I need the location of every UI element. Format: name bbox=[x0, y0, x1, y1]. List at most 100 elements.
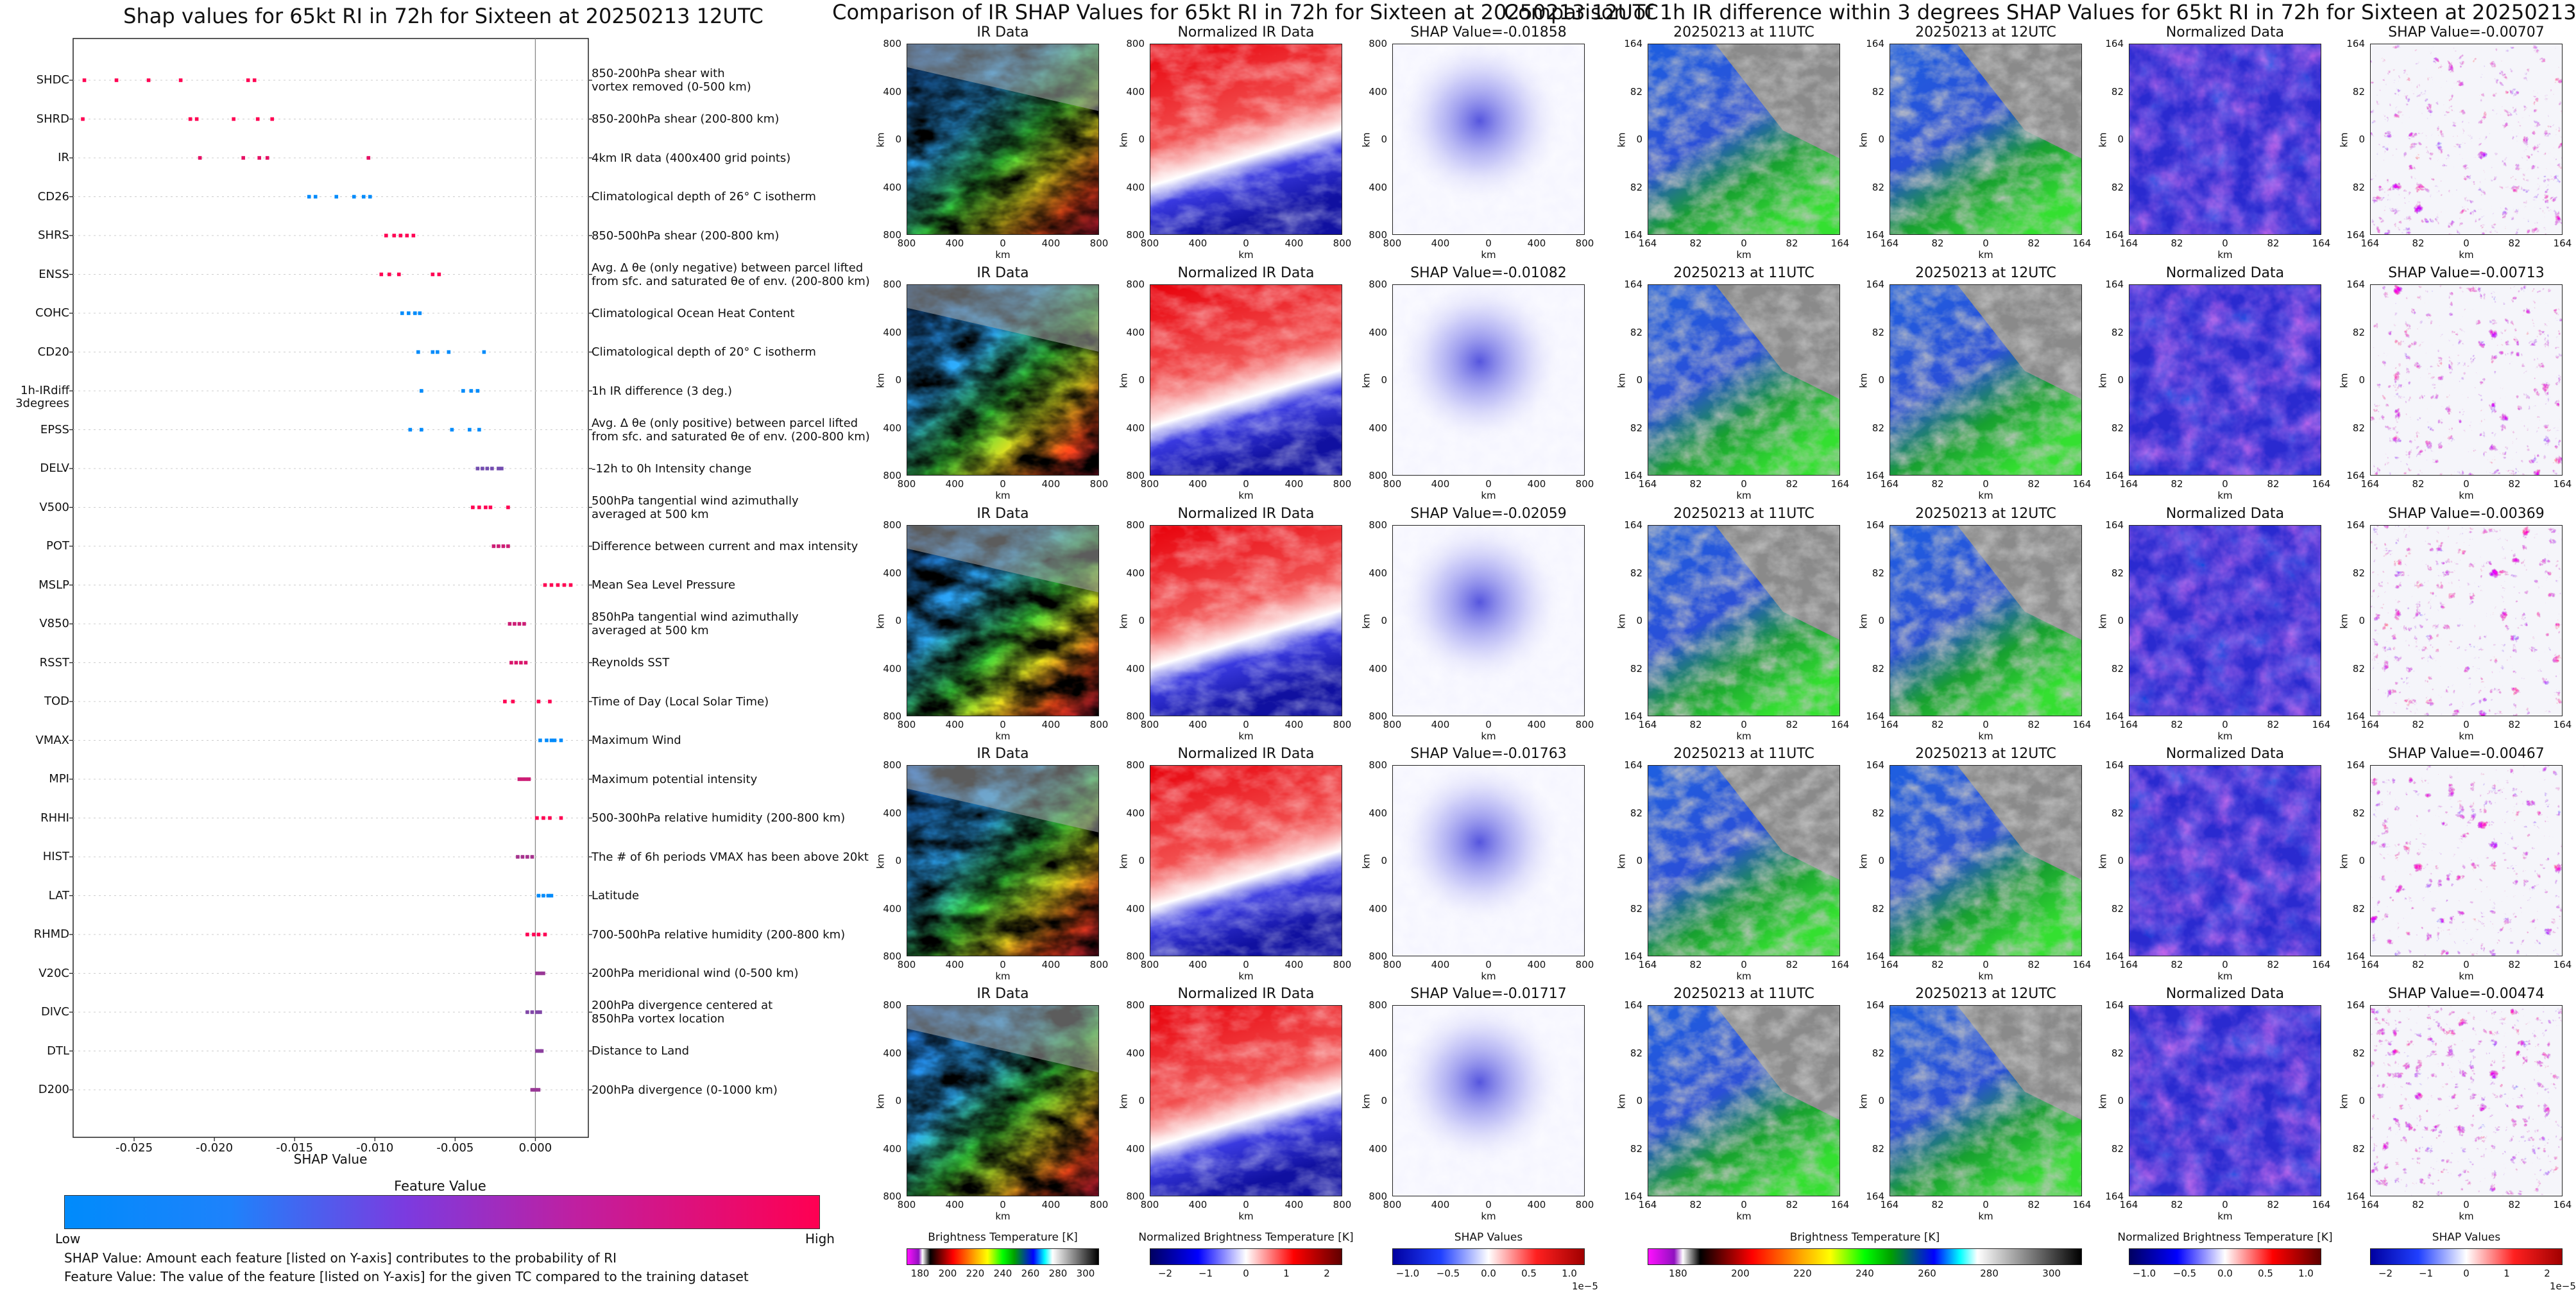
feature-label: COHC bbox=[35, 306, 69, 320]
x-tick-label: 164 bbox=[2312, 1199, 2331, 1210]
x-tick-label: 164 bbox=[2312, 959, 2331, 970]
x-tick-label: 800 bbox=[1140, 1199, 1159, 1210]
x-tick-label: 0 bbox=[1000, 719, 1006, 730]
y-tick-label: 0 bbox=[895, 134, 901, 145]
colorbar-tick: 2 bbox=[1324, 1268, 1330, 1279]
y-tick-label: 82 bbox=[2111, 85, 2124, 98]
x-tick-label: 164 bbox=[2072, 237, 2092, 249]
shap-point bbox=[477, 505, 481, 510]
x-tick-label: 400 bbox=[1041, 959, 1061, 970]
shap-point bbox=[361, 194, 366, 199]
shap-plot-area bbox=[69, 38, 592, 1141]
panel-title: IR Data bbox=[977, 746, 1029, 762]
x-tick-label: 164 bbox=[2072, 719, 2092, 730]
colorbar-tick: 0.0 bbox=[2217, 1268, 2233, 1279]
shap-point bbox=[511, 700, 515, 703]
x-tick-label: 0 bbox=[1000, 1199, 1006, 1210]
x-tick-label: 164 bbox=[2119, 237, 2138, 249]
y-tick-label: 164 bbox=[1866, 229, 1884, 241]
x-tick-label: 800 bbox=[897, 478, 916, 490]
x-tick-label: 164 bbox=[2553, 237, 2572, 249]
y-tick-label: 164 bbox=[2105, 711, 2124, 722]
y-tick-label: 164 bbox=[2346, 229, 2365, 241]
x-tick-label: 400 bbox=[1188, 719, 1207, 730]
y-tick-label: 164 bbox=[2346, 759, 2365, 771]
shap-chart-title: Shap values for 65kt RI in 72h for Sixte… bbox=[123, 4, 763, 28]
shap-point bbox=[517, 622, 522, 626]
y-tick-label: 164 bbox=[2105, 519, 2124, 531]
x-tick-label: 800 bbox=[1383, 719, 1402, 730]
shap-point bbox=[114, 78, 119, 82]
x-axis-label: km bbox=[1238, 249, 1254, 261]
shap-point bbox=[568, 583, 573, 587]
shap-point bbox=[469, 389, 473, 393]
x-axis-label: km bbox=[2217, 730, 2233, 742]
panel-title: SHAP Value=-0.00369 bbox=[2388, 506, 2545, 522]
y-tick-label: 800 bbox=[883, 470, 901, 481]
x-tick-label: 82 bbox=[2412, 478, 2425, 490]
colorbar-tick: 0.0 bbox=[1481, 1268, 1496, 1279]
x-tick-label: 164 bbox=[2119, 959, 2138, 970]
x-tick-label: 82 bbox=[1931, 719, 1944, 730]
shap-point bbox=[543, 583, 547, 587]
shap-point bbox=[500, 467, 504, 470]
x-tick-label: 164 bbox=[2553, 959, 2572, 970]
shap-point bbox=[530, 1010, 534, 1014]
feature-description: 200hPa divergence centered at 850hPa vor… bbox=[592, 999, 773, 1026]
y-tick-label: 400 bbox=[1126, 1142, 1145, 1155]
y-tick-label: 82 bbox=[1630, 326, 1642, 338]
x-tick-label: 400 bbox=[1527, 1199, 1546, 1210]
shap-point bbox=[509, 660, 513, 665]
y-tick-label: 0 bbox=[2117, 134, 2124, 145]
y-tick-label: 82 bbox=[2352, 422, 2365, 434]
x-tick-label: 800 bbox=[1089, 719, 1109, 730]
x-tick-label: 0 bbox=[2222, 478, 2228, 490]
y-tick-label: 0 bbox=[1138, 1095, 1145, 1107]
y-tick-label: 400 bbox=[883, 1142, 901, 1155]
x-tick-label: 82 bbox=[1689, 478, 1702, 490]
shap-point bbox=[533, 1088, 538, 1092]
shap-point bbox=[475, 467, 480, 470]
heatmap-panel bbox=[907, 284, 1099, 476]
y-tick-label: 82 bbox=[2111, 1142, 2124, 1155]
shap-point bbox=[520, 777, 525, 781]
x-tick-label: 400 bbox=[1188, 1199, 1207, 1210]
feature-label: LAT bbox=[48, 888, 69, 902]
shap-point bbox=[525, 855, 529, 859]
colorbar-tick: 280 bbox=[1980, 1268, 1999, 1279]
shap-point bbox=[418, 311, 422, 315]
colorbar-tick: 1.0 bbox=[1562, 1268, 1577, 1279]
panel-title: IR Data bbox=[977, 265, 1029, 281]
y-tick-label: 800 bbox=[1369, 229, 1387, 241]
x-tick-label: 82 bbox=[2412, 1199, 2425, 1210]
y-tick-label: 0 bbox=[1381, 855, 1387, 866]
feature-description: Maximum Wind bbox=[592, 734, 681, 747]
heatmap-panel bbox=[1150, 525, 1342, 716]
x-tick-label: -0.005 bbox=[436, 1141, 474, 1155]
panel-title: Normalized IR Data bbox=[1177, 986, 1315, 1002]
shap-point bbox=[516, 855, 520, 859]
feature-description: 850-500hPa shear (200-800 km) bbox=[592, 228, 780, 243]
x-tick-label: 82 bbox=[2267, 237, 2280, 249]
y-tick-label: 164 bbox=[1866, 519, 1884, 531]
x-tick-label: 82 bbox=[2412, 237, 2425, 249]
y-tick-label: 82 bbox=[1872, 1047, 1884, 1059]
x-tick-label: 800 bbox=[1089, 959, 1109, 970]
y-axis-label: km bbox=[2338, 1094, 2350, 1109]
y-tick-label: 800 bbox=[1126, 470, 1145, 481]
panel-title: Normalized IR Data bbox=[1177, 506, 1315, 522]
feature-description: 700-500hPa relative humidity (200-800 km… bbox=[592, 927, 846, 942]
feature-label: RHMD bbox=[33, 927, 69, 941]
shap-point bbox=[562, 583, 567, 587]
x-tick-label: 164 bbox=[2360, 719, 2380, 730]
shap-point bbox=[477, 427, 481, 432]
shap-point bbox=[517, 777, 522, 781]
x-axis-label: km bbox=[1481, 970, 1496, 982]
x-tick-label: 400 bbox=[1041, 719, 1061, 730]
y-tick-label: 400 bbox=[1369, 807, 1387, 819]
x-tick-label: 0 bbox=[1983, 1199, 1989, 1210]
x-tick-label: 164 bbox=[1638, 959, 1657, 970]
x-tick-label: 82 bbox=[1931, 1199, 1944, 1210]
feature-label: DIVC bbox=[40, 1005, 69, 1019]
y-tick-label: 0 bbox=[2117, 1095, 2124, 1107]
